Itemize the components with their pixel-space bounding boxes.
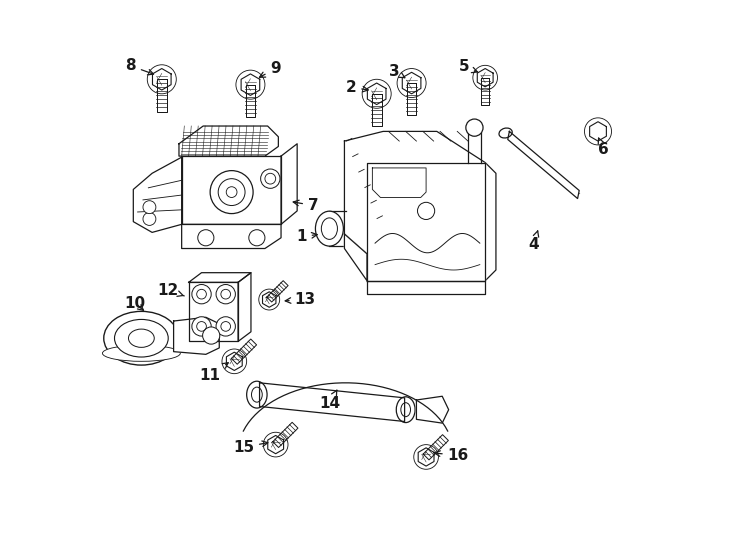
Polygon shape — [260, 383, 404, 422]
Circle shape — [192, 285, 211, 304]
Polygon shape — [174, 318, 219, 354]
Ellipse shape — [396, 397, 415, 423]
Polygon shape — [589, 122, 606, 141]
Circle shape — [261, 169, 280, 188]
Polygon shape — [189, 273, 251, 282]
Polygon shape — [241, 74, 260, 96]
Polygon shape — [477, 69, 493, 87]
Polygon shape — [134, 157, 181, 232]
Text: 3: 3 — [388, 64, 405, 79]
Polygon shape — [367, 163, 485, 281]
Polygon shape — [273, 422, 298, 448]
Text: 6: 6 — [598, 138, 608, 157]
Text: 1: 1 — [297, 229, 317, 244]
Polygon shape — [238, 273, 251, 341]
Polygon shape — [266, 281, 288, 302]
Polygon shape — [153, 69, 171, 90]
Polygon shape — [226, 352, 242, 370]
Circle shape — [210, 171, 253, 214]
Circle shape — [466, 119, 483, 136]
Text: 15: 15 — [233, 440, 268, 455]
Text: 10: 10 — [124, 296, 145, 311]
Text: 5: 5 — [459, 59, 478, 75]
Circle shape — [216, 285, 236, 304]
Text: 2: 2 — [346, 80, 368, 95]
Polygon shape — [418, 448, 434, 466]
Polygon shape — [268, 435, 283, 454]
Circle shape — [203, 327, 219, 344]
Polygon shape — [367, 281, 485, 294]
Polygon shape — [181, 156, 281, 224]
Polygon shape — [179, 126, 278, 156]
Polygon shape — [402, 72, 421, 94]
Ellipse shape — [103, 312, 179, 365]
Circle shape — [216, 317, 236, 336]
Polygon shape — [372, 168, 426, 198]
Text: 12: 12 — [158, 283, 184, 298]
Circle shape — [197, 230, 214, 246]
Polygon shape — [367, 83, 386, 105]
Circle shape — [192, 317, 211, 336]
Polygon shape — [189, 282, 238, 341]
Ellipse shape — [316, 211, 344, 246]
Polygon shape — [231, 339, 257, 364]
Polygon shape — [372, 94, 382, 126]
Polygon shape — [157, 79, 167, 112]
Ellipse shape — [247, 381, 267, 408]
Polygon shape — [246, 85, 255, 117]
Polygon shape — [424, 435, 448, 460]
Circle shape — [249, 230, 265, 246]
Text: 14: 14 — [319, 390, 340, 411]
Polygon shape — [344, 131, 496, 281]
Circle shape — [143, 213, 156, 225]
Text: 16: 16 — [435, 448, 469, 463]
Ellipse shape — [499, 128, 512, 138]
Circle shape — [418, 202, 435, 219]
Polygon shape — [344, 234, 367, 281]
Text: 7: 7 — [293, 198, 319, 213]
Text: 13: 13 — [286, 292, 316, 307]
Text: 4: 4 — [528, 231, 539, 252]
Polygon shape — [416, 396, 448, 423]
Ellipse shape — [115, 320, 168, 357]
Polygon shape — [181, 224, 281, 248]
Text: 11: 11 — [200, 363, 228, 383]
Circle shape — [143, 201, 156, 214]
Ellipse shape — [103, 345, 181, 361]
Polygon shape — [407, 83, 416, 115]
Polygon shape — [508, 131, 579, 199]
Polygon shape — [263, 292, 276, 307]
Polygon shape — [481, 78, 490, 105]
Text: 8: 8 — [126, 58, 153, 75]
Polygon shape — [281, 144, 297, 224]
Text: 9: 9 — [259, 61, 281, 77]
Ellipse shape — [128, 329, 154, 347]
